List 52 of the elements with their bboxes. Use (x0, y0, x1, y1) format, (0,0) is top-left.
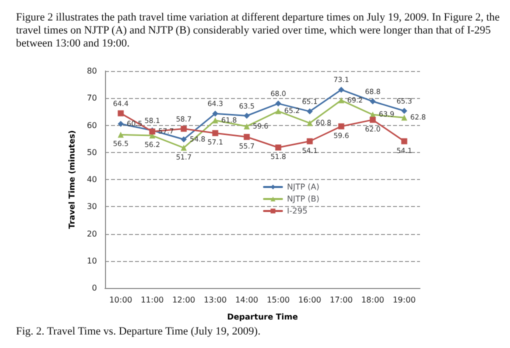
x-axis-title: Departure Time (227, 312, 298, 322)
point (338, 86, 344, 93)
y-tick-label: 60 (86, 120, 97, 130)
point (306, 108, 313, 114)
y-tick-label: 30 (86, 202, 97, 212)
legend-label: I-295 (287, 206, 308, 216)
point (118, 132, 124, 138)
y-tick-label: 50 (86, 148, 97, 157)
y-tick-label: 80 (86, 66, 97, 76)
point (244, 123, 250, 130)
x-tick-label: 11:00 (140, 296, 164, 304)
caption: Fig. 2. Travel Time vs. Departure Time (July 19, 2009). (16, 326, 261, 338)
point (401, 108, 408, 114)
point (212, 110, 218, 117)
point (401, 138, 408, 144)
point (338, 123, 344, 130)
x-tick-label: 15:00 (266, 296, 290, 304)
point (212, 130, 218, 136)
x-tick-label: 16:00 (298, 296, 322, 304)
legend-label: NJTP (B) (287, 194, 320, 204)
point (306, 120, 313, 126)
point (306, 138, 313, 144)
point (275, 100, 282, 107)
x-tick-label: 18:00 (361, 296, 384, 304)
legend-label: NJTP (A) (287, 182, 320, 192)
y-axis-title: Travel Time (minutes) (67, 130, 76, 229)
point (212, 117, 218, 124)
point (180, 126, 187, 132)
x-tick-label: 14:00 (235, 296, 258, 304)
point (118, 110, 124, 116)
point (244, 134, 250, 140)
x-tick-label: 10:00 (109, 296, 132, 304)
caption: Figure 2 illustrates the path travel time variation at different departure times on July 19, 2009. In Figure 2, the travel times on NJTP (A) and NJTP (B) considerably varied over time, which were longer than that of I-295 between 13:00 and 19:00. (16, 12, 502, 50)
y-tick-label: 0 (92, 284, 97, 292)
point (275, 108, 282, 114)
point (401, 114, 408, 121)
y-tick-label: 40 (86, 175, 97, 184)
x-tick-label: 12:00 (172, 296, 196, 304)
point (338, 97, 344, 104)
x-tick-label: 17:00 (330, 296, 353, 304)
point (180, 136, 187, 142)
point (275, 144, 282, 150)
point (244, 112, 250, 119)
point (370, 116, 376, 123)
y-tick-label: 70 (86, 94, 97, 103)
y-tick-label: 20 (86, 229, 97, 238)
x-tick-label: 19:00 (392, 296, 416, 304)
point (180, 144, 187, 151)
y-tick-label: 10 (86, 256, 97, 266)
point (118, 120, 124, 127)
x-tick-label: 13:00 (204, 296, 227, 304)
point (370, 98, 376, 104)
